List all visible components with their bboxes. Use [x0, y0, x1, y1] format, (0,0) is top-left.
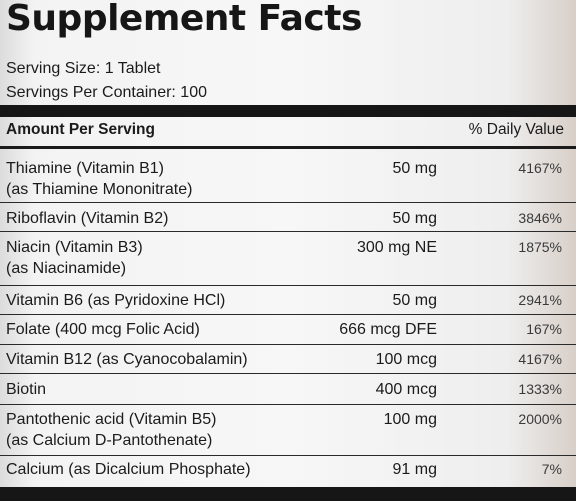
nutrient-name: Vitamin B6 (as Pyridoxine HCl) [6, 292, 226, 309]
servings-per-container: Servings Per Container: 100 [6, 84, 207, 101]
nutrient-name: Vitamin B12 (as Cyanocobalamin) [6, 351, 248, 368]
row-divider [0, 404, 576, 405]
thick-divider [0, 105, 576, 117]
nutrient-amount: 50 mg [392, 292, 437, 309]
daily-value-header: % Daily Value [468, 121, 564, 138]
nutrient-name: Riboflavin (Vitamin B2) [6, 210, 169, 227]
nutrient-amount: 300 mg NE [356, 239, 437, 256]
row-divider [0, 455, 576, 456]
nutrient-amount: 666 mcg DFE [339, 321, 437, 338]
nutrient-name: Calcium (as Dicalcium Phosphate) [6, 461, 251, 478]
row-divider [0, 285, 576, 286]
nutrient-daily-value: 1875% [518, 239, 562, 255]
bottom-thick-divider [0, 487, 576, 501]
nutrient-daily-value: 2000% [518, 411, 562, 427]
header-divider [0, 146, 576, 149]
nutrient-name: Folate (400 mcg Folic Acid) [6, 321, 200, 338]
nutrient-name: Pantothenic acid (Vitamin B5) (as Calciu… [6, 411, 217, 449]
nutrient-name: Biotin [6, 381, 47, 398]
nutrient-amount: 91 mg [392, 461, 437, 478]
nutrient-daily-value: 2941% [518, 292, 562, 308]
row-divider [0, 202, 576, 203]
nutrient-name: Niacin (Vitamin B3) (as Niacinamide) [6, 239, 143, 277]
nutrient-amount: 100 mcg [375, 351, 437, 368]
nutrient-amount: 100 mg [383, 411, 437, 428]
nutrient-name: Thiamine (Vitamin B1) (as Thiamine Monon… [6, 160, 193, 198]
nutrient-daily-value: 4167% [518, 351, 562, 367]
nutrient-amount: 50 mg [392, 160, 437, 177]
nutrient-daily-value: 167% [526, 321, 562, 337]
amount-per-serving-header: Amount Per Serving [6, 121, 155, 138]
nutrient-daily-value: 3846% [518, 210, 562, 226]
row-divider [0, 231, 576, 232]
row-divider [0, 314, 576, 315]
nutrient-daily-value: 4167% [518, 160, 562, 176]
nutrient-daily-value: 7% [541, 461, 562, 477]
row-divider [0, 344, 576, 345]
panel-title: Supplement Facts [6, 0, 362, 39]
nutrient-daily-value: 1333% [518, 381, 562, 397]
row-divider [0, 373, 576, 374]
nutrient-amount: 400 mcg [375, 381, 437, 398]
serving-size: Serving Size: 1 Tablet [6, 60, 161, 77]
nutrient-amount: 50 mg [392, 210, 437, 227]
